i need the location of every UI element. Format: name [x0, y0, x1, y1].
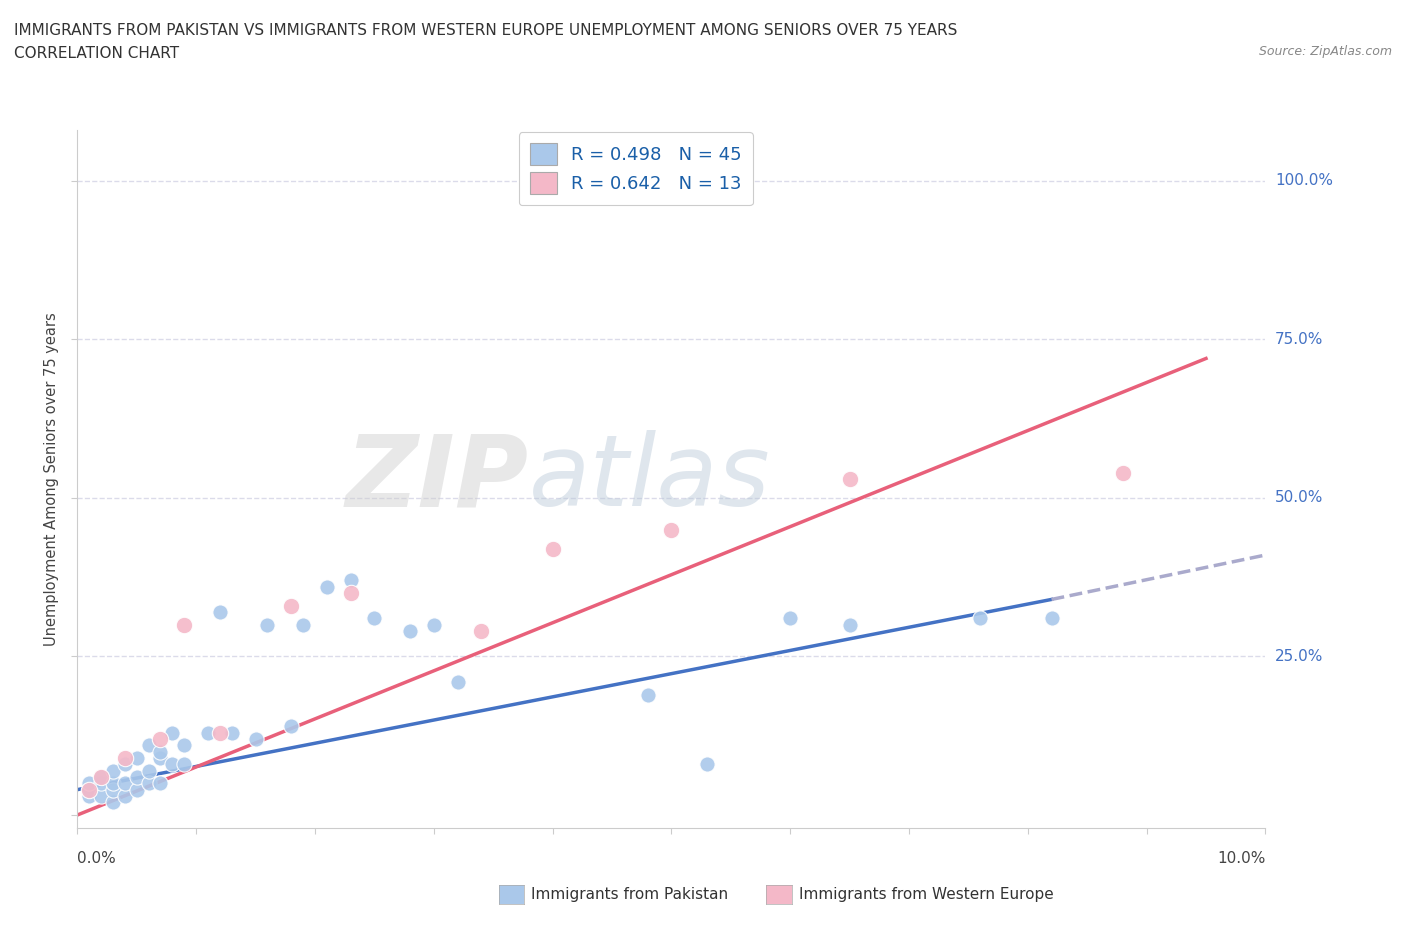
- Text: Immigrants from Western Europe: Immigrants from Western Europe: [799, 887, 1053, 902]
- Point: [292, 618, 315, 632]
- Point: [114, 776, 136, 790]
- Point: [138, 764, 160, 778]
- Point: [541, 541, 564, 556]
- Point: [969, 611, 991, 626]
- Text: CORRELATION CHART: CORRELATION CHART: [14, 46, 179, 61]
- Point: [315, 579, 337, 594]
- Point: [77, 789, 100, 804]
- Point: [138, 776, 160, 790]
- Point: [1040, 611, 1063, 626]
- Point: [138, 737, 160, 752]
- Point: [280, 719, 302, 734]
- Text: 100.0%: 100.0%: [1275, 173, 1333, 189]
- Point: [90, 769, 112, 784]
- Point: [162, 757, 184, 772]
- Point: [173, 618, 195, 632]
- Text: 10.0%: 10.0%: [1218, 851, 1265, 866]
- Point: [363, 611, 385, 626]
- Point: [779, 611, 801, 626]
- Point: [1112, 465, 1135, 480]
- Point: [470, 624, 492, 639]
- Point: [245, 732, 267, 747]
- Point: [339, 573, 361, 588]
- Point: [114, 751, 136, 765]
- Point: [838, 472, 860, 486]
- Point: [77, 782, 100, 797]
- Point: [422, 618, 444, 632]
- Text: Immigrants from Pakistan: Immigrants from Pakistan: [531, 887, 728, 902]
- Point: [101, 782, 124, 797]
- Point: [90, 789, 112, 804]
- Text: 25.0%: 25.0%: [1275, 649, 1323, 664]
- Point: [114, 757, 136, 772]
- Point: [173, 757, 195, 772]
- Point: [90, 776, 112, 790]
- Point: [101, 795, 124, 810]
- Point: [208, 725, 231, 740]
- Text: ZIP: ZIP: [346, 431, 529, 527]
- Point: [149, 744, 172, 759]
- Point: [77, 776, 100, 790]
- Point: [446, 674, 468, 689]
- Text: IMMIGRANTS FROM PAKISTAN VS IMMIGRANTS FROM WESTERN EUROPE UNEMPLOYMENT AMONG SE: IMMIGRANTS FROM PAKISTAN VS IMMIGRANTS F…: [14, 23, 957, 38]
- Legend: R = 0.498   N = 45, R = 0.642   N = 13: R = 0.498 N = 45, R = 0.642 N = 13: [519, 132, 752, 206]
- Point: [149, 776, 172, 790]
- Y-axis label: Unemployment Among Seniors over 75 years: Unemployment Among Seniors over 75 years: [44, 312, 59, 645]
- Point: [208, 604, 231, 619]
- Point: [114, 789, 136, 804]
- Text: 0.0%: 0.0%: [77, 851, 117, 866]
- Text: Source: ZipAtlas.com: Source: ZipAtlas.com: [1258, 45, 1392, 58]
- Point: [256, 618, 278, 632]
- Point: [661, 523, 683, 538]
- Point: [696, 757, 718, 772]
- Text: 75.0%: 75.0%: [1275, 332, 1323, 347]
- Point: [149, 732, 172, 747]
- Point: [125, 769, 148, 784]
- Point: [637, 687, 659, 702]
- Point: [162, 725, 184, 740]
- Point: [149, 751, 172, 765]
- Point: [221, 725, 243, 740]
- Point: [197, 725, 219, 740]
- Point: [101, 776, 124, 790]
- Point: [101, 764, 124, 778]
- Point: [399, 624, 422, 639]
- Point: [339, 586, 361, 601]
- Point: [173, 737, 195, 752]
- Point: [125, 751, 148, 765]
- Point: [77, 782, 100, 797]
- Text: 50.0%: 50.0%: [1275, 490, 1323, 506]
- Point: [90, 769, 112, 784]
- Point: [838, 618, 860, 632]
- Point: [280, 598, 302, 613]
- Text: atlas: atlas: [529, 431, 770, 527]
- Point: [125, 782, 148, 797]
